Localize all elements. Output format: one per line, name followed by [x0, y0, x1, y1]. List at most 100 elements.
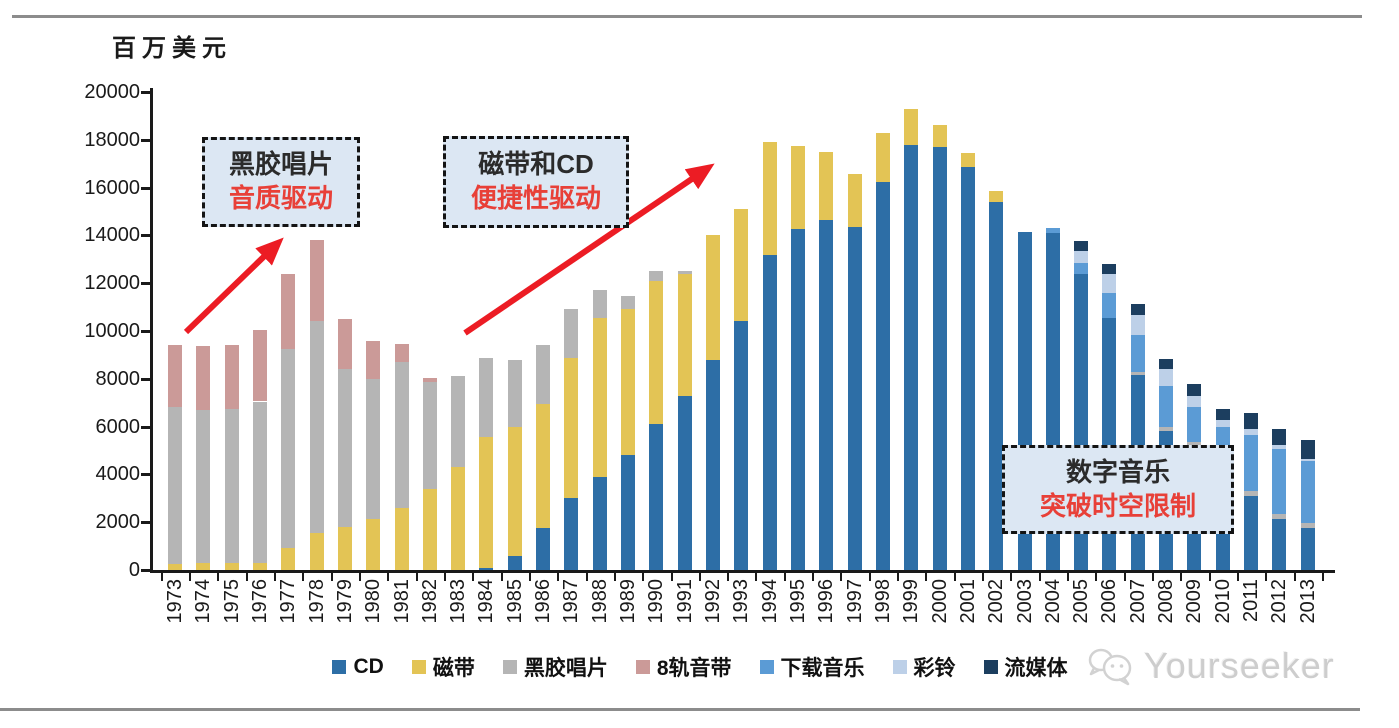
x-year-label: 1979	[333, 579, 356, 624]
y-tick-label: 0	[128, 559, 140, 581]
x-year-label: 1974	[192, 579, 215, 624]
x-tick	[217, 573, 220, 581]
y-tick	[141, 521, 150, 525]
x-year-label: 1984	[475, 579, 498, 624]
x-year-label: 1994	[758, 579, 781, 624]
legend-swatch-icon	[635, 660, 650, 674]
x-tick	[359, 573, 362, 581]
bar-segment-1976-8轨音带	[252, 329, 267, 402]
x-tick	[1095, 573, 1098, 581]
bar-segment-1981-黑胶唱片	[394, 362, 409, 508]
y-tick	[141, 569, 150, 572]
bar-segment-2008-流媒体	[1159, 358, 1174, 369]
x-year-label: 2010	[1211, 579, 1234, 624]
bar-segment-2009-下载音乐	[1187, 407, 1202, 443]
bar-segment-2006-彩铃	[1102, 274, 1117, 293]
y-tick	[141, 282, 150, 286]
bar-segment-2011-流媒体	[1244, 413, 1259, 429]
bar-segment-1991-磁带	[677, 273, 692, 396]
bar-segment-1988-CD	[592, 476, 607, 570]
x-tick	[1066, 573, 1069, 581]
bar-segment-1996-磁带	[819, 151, 834, 220]
y-tick-label: 10000	[84, 320, 140, 342]
y-tick	[141, 330, 150, 333]
watermark-text: Yourseeker	[1144, 645, 1335, 686]
callout-digital-title: 数字音乐	[1065, 456, 1170, 487]
bar-segment-1975-8轨音带	[224, 345, 239, 409]
bar-segment-1976-黑胶唱片	[252, 401, 267, 563]
bar-segment-1992-磁带	[706, 235, 721, 360]
bar-segment-1980-8轨音带	[366, 340, 381, 379]
y-tick	[141, 473, 150, 477]
x-tick	[528, 573, 531, 581]
bar-segment-1978-8轨音带	[309, 240, 324, 322]
trend-arrow-vinyl-era	[183, 237, 284, 335]
bar-segment-2008-彩铃	[1159, 369, 1174, 386]
x-tick	[755, 573, 758, 581]
bar-segment-2007-流媒体	[1130, 304, 1145, 316]
x-tick	[953, 573, 956, 581]
bar-segment-1982-磁带	[422, 488, 437, 570]
bar-segment-1982-黑胶唱片	[422, 382, 437, 489]
legend-item-CD: CD	[332, 655, 384, 679]
x-year-label: 2013	[1296, 579, 1319, 624]
bar-segment-2004-下载音乐	[1045, 228, 1060, 233]
x-year-label: 1986	[532, 579, 555, 624]
y-tick-label: 14000	[84, 224, 140, 247]
x-year-label: 2000	[928, 579, 951, 624]
bar-segment-1998-CD	[875, 181, 890, 570]
x-year-label: 1998	[871, 579, 894, 624]
bar-segment-2009-彩铃	[1187, 395, 1202, 408]
x-tick	[472, 573, 475, 581]
bar-segment-2009-流媒体	[1187, 383, 1202, 396]
callout-cd-subtitle: 便捷性驱动	[470, 183, 601, 213]
x-year-label: 1995	[786, 579, 809, 624]
x-tick	[1321, 573, 1324, 581]
bar-segment-2012-流媒体	[1272, 428, 1287, 446]
x-year-label: 2005	[1070, 579, 1093, 624]
legend-swatch-icon	[983, 660, 998, 674]
bottom-divider	[0, 708, 1360, 711]
x-year-label: 2006	[1098, 579, 1121, 624]
x-tick	[840, 573, 843, 581]
y-axis-unit-label: 百万美元	[112, 35, 232, 62]
y-tick-label: 20000	[84, 81, 140, 103]
bar-segment-2006-流媒体	[1102, 264, 1117, 275]
x-tick	[585, 573, 588, 581]
x-tick	[160, 573, 163, 581]
bar-segment-1987-CD	[564, 498, 579, 570]
x-tick	[1123, 573, 1126, 581]
bar-segment-1977-8轨音带	[281, 273, 296, 349]
x-tick	[415, 573, 418, 581]
bar-segment-2001-磁带	[960, 152, 975, 168]
x-tick	[925, 573, 928, 581]
bar-segment-1985-磁带	[507, 426, 522, 556]
x-tick	[1293, 573, 1296, 581]
x-tick	[387, 573, 390, 581]
bar-segment-2009-黑胶唱片	[1187, 442, 1202, 446]
legend-swatch-icon	[759, 660, 774, 674]
bar-segment-2007-下载音乐	[1130, 335, 1145, 372]
legend-label: 黑胶唱片	[523, 657, 608, 680]
bar-segment-1993-CD	[734, 321, 749, 570]
bar-segment-1988-磁带	[592, 317, 607, 477]
x-tick	[1038, 573, 1041, 581]
bar-segment-1994-CD	[762, 254, 777, 570]
bar-segment-2005-下载音乐	[1074, 262, 1089, 274]
y-tick	[141, 138, 150, 142]
legend-item-磁带: 磁带	[411, 652, 475, 682]
bar-segment-2008-下载音乐	[1159, 385, 1174, 428]
bar-segment-2012-黑胶唱片	[1272, 513, 1287, 519]
bar-segment-1998-磁带	[875, 132, 890, 182]
y-tick	[141, 186, 150, 190]
bar-segment-2005-彩铃	[1074, 250, 1089, 263]
bar-segment-2012-彩铃	[1272, 445, 1287, 450]
bar-segment-2013-彩铃	[1300, 458, 1315, 462]
x-year-label: 1980	[362, 579, 385, 624]
bar-segment-1994-磁带	[762, 142, 777, 255]
x-year-label: 1989	[617, 579, 640, 624]
bar-segment-1979-黑胶唱片	[337, 369, 352, 527]
bar-segment-2011-下载音乐	[1244, 434, 1259, 492]
bar-segment-1986-CD	[536, 528, 551, 570]
bar-segment-2008-黑胶唱片	[1159, 427, 1174, 432]
